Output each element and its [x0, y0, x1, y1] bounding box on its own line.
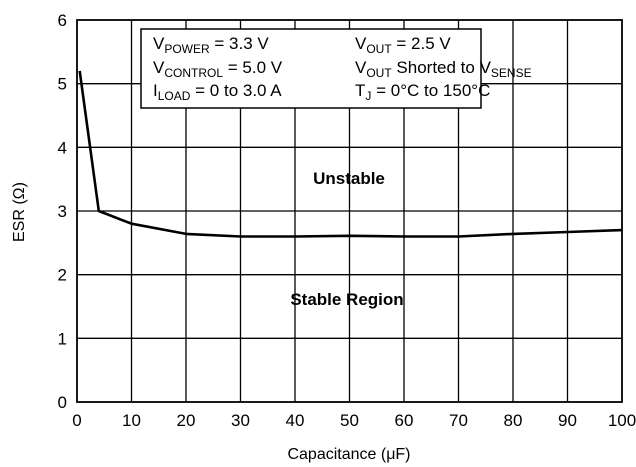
condition-vout: VOUT = 2.5 V — [355, 34, 451, 56]
unstable-label: Unstable — [313, 169, 385, 188]
x-tick-label: 40 — [286, 411, 305, 430]
x-tick-label: 90 — [558, 411, 577, 430]
y-tick-label: 0 — [58, 393, 67, 412]
x-tick-label: 60 — [395, 411, 414, 430]
x-tick-label: 50 — [340, 411, 359, 430]
y-tick-label: 6 — [58, 11, 67, 30]
plot-frame — [76, 19, 623, 403]
y-axis-label: ESR (Ω) — [11, 182, 28, 242]
y-tick-label: 5 — [58, 75, 67, 94]
condition-iload: ILOAD = 0 to 3.0 A — [153, 81, 282, 103]
x-tick-label: 100 — [608, 411, 636, 430]
conditions-text: VPOWER = 3.3 V VCONTROL = 5.0 V ILOAD = … — [153, 34, 532, 103]
x-tick-label: 0 — [72, 411, 81, 430]
y-tick-label: 4 — [58, 138, 67, 157]
conditions-box — [140, 28, 482, 109]
x-tick-label: 20 — [177, 411, 196, 430]
x-tick-label: 30 — [231, 411, 250, 430]
condition-vcontrol: VCONTROL = 5.0 V — [153, 58, 283, 80]
y-tick-label: 3 — [58, 202, 67, 221]
condition-vpower: VPOWER = 3.3 V — [153, 34, 269, 56]
stable-region-label: Stable Region — [290, 290, 403, 309]
y-tick-label: 2 — [58, 266, 67, 285]
esr-series-line — [78, 70, 623, 238]
x-tick-label: 10 — [122, 411, 141, 430]
condition-vout-shorted: VOUT Shorted to VSENSE — [355, 58, 532, 80]
y-tick-label: 1 — [58, 329, 67, 348]
x-tick-label: 70 — [449, 411, 468, 430]
tick-labels: 0 10 20 30 40 50 60 70 80 90 100 0 1 2 3 4 5 6 — [58, 11, 636, 430]
condition-tj: TJ = 0°C to 150°C — [355, 81, 490, 103]
x-tick-label: 80 — [504, 411, 523, 430]
x-axis-label: Capacitance (μF) — [287, 446, 410, 463]
